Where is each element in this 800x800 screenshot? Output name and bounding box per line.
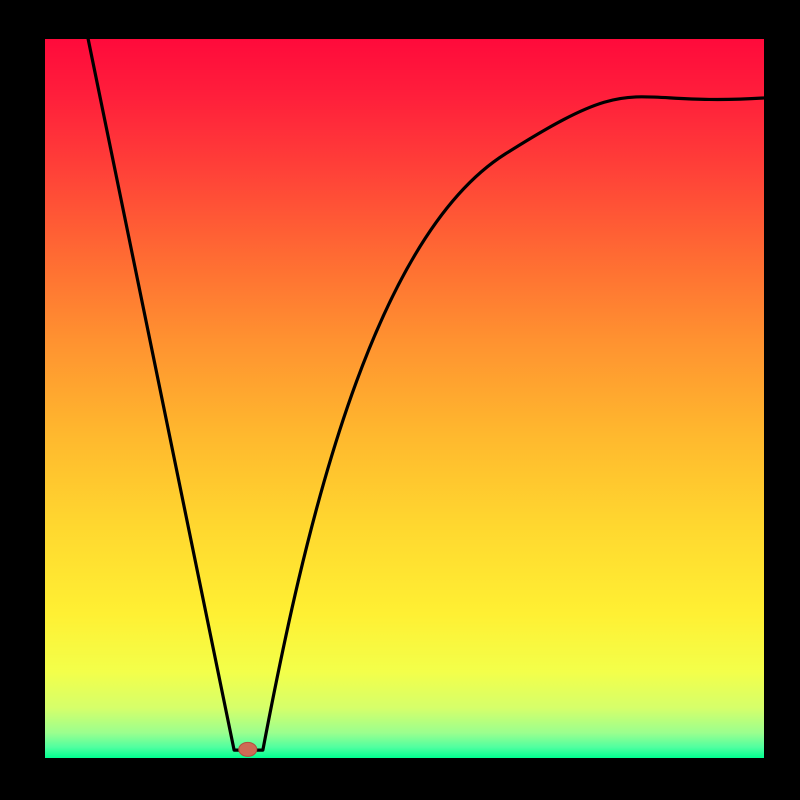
bottleneck-curve [88,39,764,750]
watermark-text: TheBottleneck.com [567,11,770,37]
plot-area [45,39,764,758]
valley-marker [239,742,257,756]
chart-root: TheBottleneck.com [0,0,800,800]
plot-frame [41,35,768,762]
curve-svg [45,39,764,758]
